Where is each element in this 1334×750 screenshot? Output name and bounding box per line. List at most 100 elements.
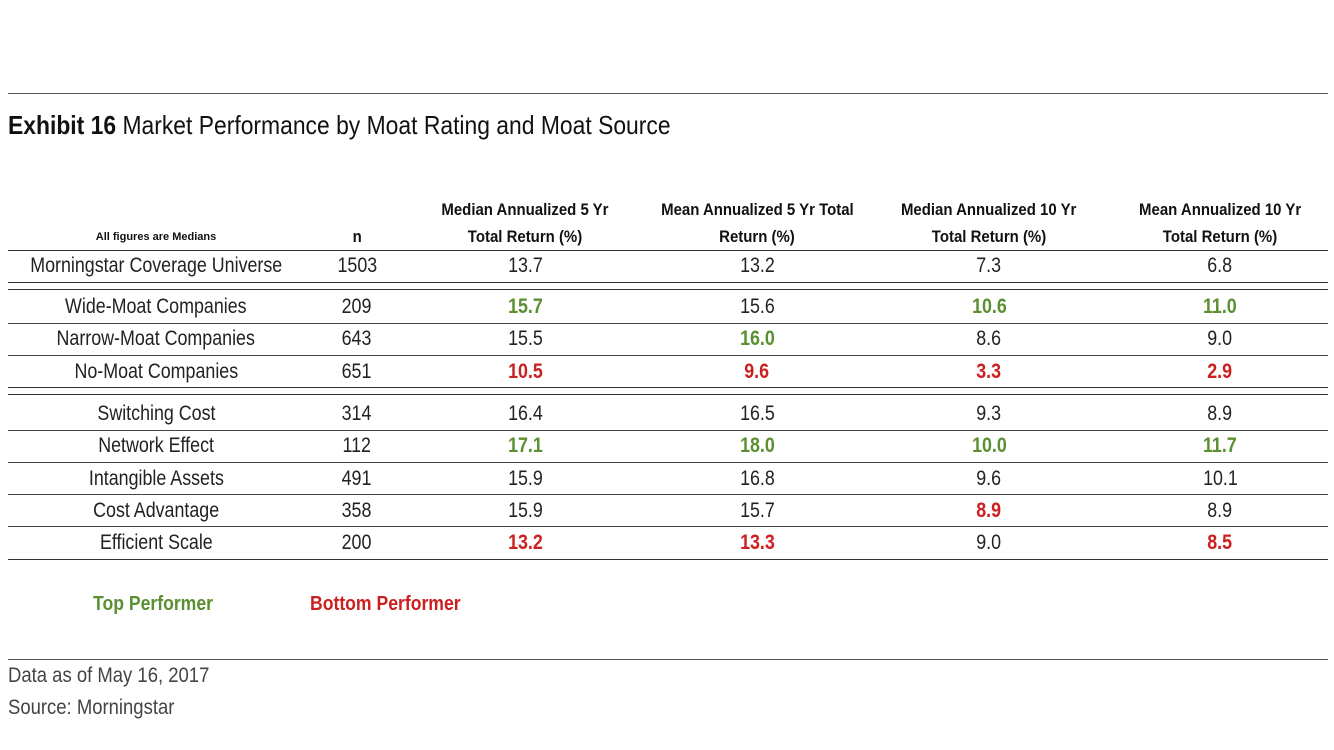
row-n: 209 <box>317 291 397 323</box>
row-value: 15.9 <box>415 463 635 495</box>
row-label-text: Intangible Assets <box>88 467 224 490</box>
row-label: Narrow-Moat Companies <box>6 323 306 355</box>
row-value-text: 3.3 <box>976 360 1002 383</box>
row-label-text: Efficient Scale <box>99 531 213 554</box>
row-value: 17.1 <box>415 430 635 462</box>
row-value: 3.3 <box>879 356 1099 388</box>
row-value: 10.5 <box>415 356 635 388</box>
row-value-text: 6.8 <box>1207 254 1233 277</box>
column-header-4-line2-text: Total Return (%) <box>931 227 1047 246</box>
row-value-text: 9.0 <box>976 531 1002 554</box>
row-divider <box>8 323 1328 324</box>
row-value-text: 11.7 <box>1203 434 1237 457</box>
column-header-3-line1-text: Mean Annualized 5 Yr Total <box>660 200 854 219</box>
row-label: Efficient Scale <box>6 527 306 559</box>
row-value-text: 15.7 <box>507 295 543 318</box>
row-value: 11.7 <box>1110 430 1330 462</box>
row-value-text: 8.6 <box>976 327 1002 350</box>
row-value-text: 8.9 <box>1207 499 1233 522</box>
row-label-text: Morningstar Coverage Universe <box>30 254 282 277</box>
row-n-text: 209 <box>342 295 372 318</box>
row-value: 18.0 <box>642 430 872 462</box>
row-n: 1503 <box>317 250 397 282</box>
column-header-2-line2-text: Total Return (%) <box>467 227 583 246</box>
row-label: Wide-Moat Companies <box>6 291 306 323</box>
exhibit-label: Exhibit 16 <box>8 110 117 140</box>
row-n: 112 <box>317 430 397 462</box>
row-n: 491 <box>317 463 397 495</box>
performance-table: All figures are Medians n Median Annualize… <box>8 0 1328 600</box>
table-rule <box>8 289 1328 290</box>
row-value: 15.6 <box>642 291 872 323</box>
row-value-text: 9.0 <box>1207 327 1233 350</box>
row-n: 358 <box>317 495 397 527</box>
row-value-text: 16.4 <box>507 402 543 425</box>
column-header-5-line1-text: Mean Annualized 10 Yr <box>1138 200 1302 219</box>
column-header-1-line1 <box>307 196 407 223</box>
column-header-5-line1: Mean Annualized 10 Yr <box>1100 196 1334 223</box>
table-rule <box>8 250 1328 251</box>
row-value-text: 9.6 <box>976 467 1002 490</box>
row-n-text: 200 <box>342 531 372 554</box>
row-label-text: Network Effect <box>98 434 214 457</box>
row-value: 16.4 <box>415 398 635 430</box>
row-n: 651 <box>317 356 397 388</box>
row-n: 314 <box>317 398 397 430</box>
row-divider <box>8 462 1328 463</box>
row-n-text: 358 <box>342 499 372 522</box>
row-value-text: 10.5 <box>507 360 543 383</box>
row-value: 11.0 <box>1110 291 1330 323</box>
row-n: 200 <box>317 527 397 559</box>
column-header-2-line1-text: Median Annualized 5 Yr <box>441 200 609 219</box>
row-n-text: 1503 <box>337 254 377 277</box>
row-value-text: 8.9 <box>1207 402 1233 425</box>
row-value-text: 10.6 <box>971 295 1007 318</box>
row-value: 7.3 <box>879 250 1099 282</box>
row-value-text: 17.1 <box>507 434 543 457</box>
row-value: 8.9 <box>1110 495 1330 527</box>
row-label: Switching Cost <box>6 398 306 430</box>
row-value-text: 18.0 <box>739 434 775 457</box>
row-n-text: 643 <box>342 327 372 350</box>
row-n: 643 <box>317 323 397 355</box>
row-value: 10.0 <box>879 430 1099 462</box>
row-value: 9.3 <box>879 398 1099 430</box>
column-header-1-line2: n <box>307 223 407 250</box>
row-label: Intangible Assets <box>6 463 306 495</box>
table-rule <box>8 282 1328 283</box>
row-value: 8.9 <box>879 495 1099 527</box>
column-header-4-line1: Median Annualized 10 Yr <box>869 196 1109 223</box>
row-label: Cost Advantage <box>6 495 306 527</box>
row-value: 2.9 <box>1110 356 1330 388</box>
row-value: 16.8 <box>642 463 872 495</box>
row-value: 8.6 <box>879 323 1099 355</box>
table-rule <box>8 559 1328 560</box>
table-rule <box>8 387 1328 388</box>
row-divider <box>8 430 1328 431</box>
column-header-4-line1-text: Median Annualized 10 Yr <box>901 200 1077 219</box>
row-value-text: 9.6 <box>744 360 770 383</box>
row-value-text: 15.9 <box>507 467 543 490</box>
row-value-text: 15.9 <box>507 499 543 522</box>
legend-top-performer: Top Performer <box>93 593 213 615</box>
row-label: No-Moat Companies <box>6 356 306 388</box>
row-value: 8.5 <box>1110 527 1330 559</box>
data-as-of-note: Data as of May 16, 2017 <box>8 664 210 687</box>
row-value: 15.7 <box>642 495 872 527</box>
row-value-text: 10.1 <box>1202 467 1238 490</box>
row-label: Morningstar Coverage Universe <box>6 250 306 282</box>
table-rule <box>8 394 1328 395</box>
row-label-text: Cost Advantage <box>92 499 220 522</box>
row-n-text: 651 <box>342 360 372 383</box>
column-header-2-line2: Total Return (%) <box>405 223 645 250</box>
row-label: Network Effect <box>6 430 306 462</box>
row-value: 13.2 <box>415 527 635 559</box>
column-header-4-line2: Total Return (%) <box>869 223 1109 250</box>
row-value: 9.0 <box>1110 323 1330 355</box>
legend-bottom-performer: Bottom Performer <box>310 593 461 615</box>
row-value-text: 9.3 <box>976 402 1002 425</box>
row-value-text: 8.9 <box>976 499 1002 522</box>
row-value-text: 2.9 <box>1207 360 1233 383</box>
row-value-text: 16.0 <box>739 327 775 350</box>
row-value: 16.0 <box>642 323 872 355</box>
